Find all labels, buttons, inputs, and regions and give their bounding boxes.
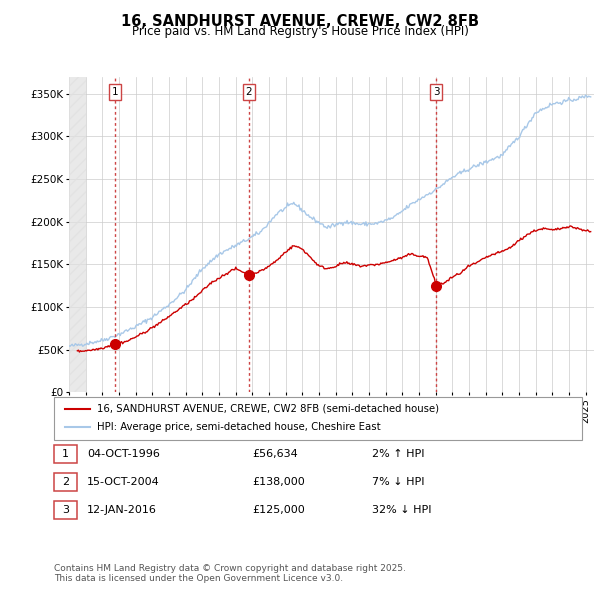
Text: Price paid vs. HM Land Registry's House Price Index (HPI): Price paid vs. HM Land Registry's House … [131,25,469,38]
Text: 32% ↓ HPI: 32% ↓ HPI [372,505,431,514]
Text: 2% ↑ HPI: 2% ↑ HPI [372,450,425,459]
Text: £125,000: £125,000 [252,505,305,514]
Text: 1: 1 [112,87,118,97]
Text: 16, SANDHURST AVENUE, CREWE, CW2 8FB (semi-detached house): 16, SANDHURST AVENUE, CREWE, CW2 8FB (se… [97,404,439,414]
Text: 12-JAN-2016: 12-JAN-2016 [87,505,157,514]
Text: 2: 2 [62,477,69,487]
Text: 1: 1 [62,450,69,459]
Text: 15-OCT-2004: 15-OCT-2004 [87,477,160,487]
Text: 2: 2 [245,87,252,97]
Text: £138,000: £138,000 [252,477,305,487]
Text: £56,634: £56,634 [252,450,298,459]
Text: Contains HM Land Registry data © Crown copyright and database right 2025.
This d: Contains HM Land Registry data © Crown c… [54,563,406,583]
Bar [69,77,86,392]
Text: 04-OCT-1996: 04-OCT-1996 [87,450,160,459]
Text: HPI: Average price, semi-detached house, Cheshire East: HPI: Average price, semi-detached house,… [97,422,381,432]
Text: 3: 3 [433,87,440,97]
Text: 16, SANDHURST AVENUE, CREWE, CW2 8FB: 16, SANDHURST AVENUE, CREWE, CW2 8FB [121,14,479,29]
Text: 7% ↓ HPI: 7% ↓ HPI [372,477,425,487]
Text: 3: 3 [62,505,69,514]
